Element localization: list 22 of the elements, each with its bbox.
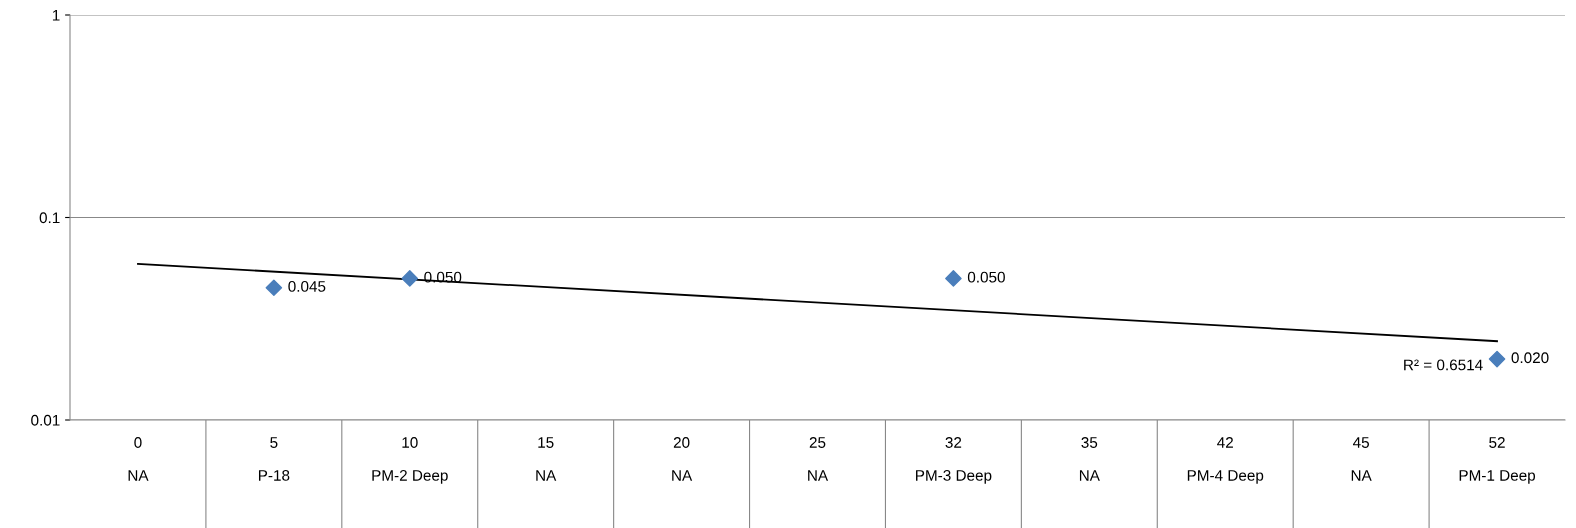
point — [265, 279, 283, 297]
y-tick-label: 0.1 — [39, 212, 60, 224]
y-tick-label: 0.01 — [31, 414, 60, 426]
data-label: 0.020 — [1511, 352, 1549, 364]
category-label: 0 NA — [128, 437, 149, 481]
y-tick-label: 1 — [52, 10, 60, 21]
category-label: 5 P-18 — [258, 437, 290, 481]
point — [401, 270, 419, 287]
category-label: 20 NA — [672, 437, 693, 481]
point — [945, 270, 962, 287]
category-label: 45 NA — [1351, 437, 1372, 481]
category-label: 42 PM-4 Deep — [1187, 437, 1264, 484]
category-label: 32 PM-3 Deep — [916, 437, 992, 484]
category-label: 10 PM-2 Deep — [372, 437, 448, 484]
data-label: 0.045 — [288, 281, 326, 292]
annotation: R² = 0.6514 — [1404, 359, 1483, 371]
category-label: 25 NA — [808, 437, 829, 481]
category-label: 52 PM-1 Deep — [1459, 437, 1536, 484]
category-label: 35 NA — [1079, 437, 1100, 481]
category-label: 15 NA — [536, 437, 557, 481]
data-label: 0.050 — [967, 271, 1005, 283]
point — [1488, 350, 1506, 368]
